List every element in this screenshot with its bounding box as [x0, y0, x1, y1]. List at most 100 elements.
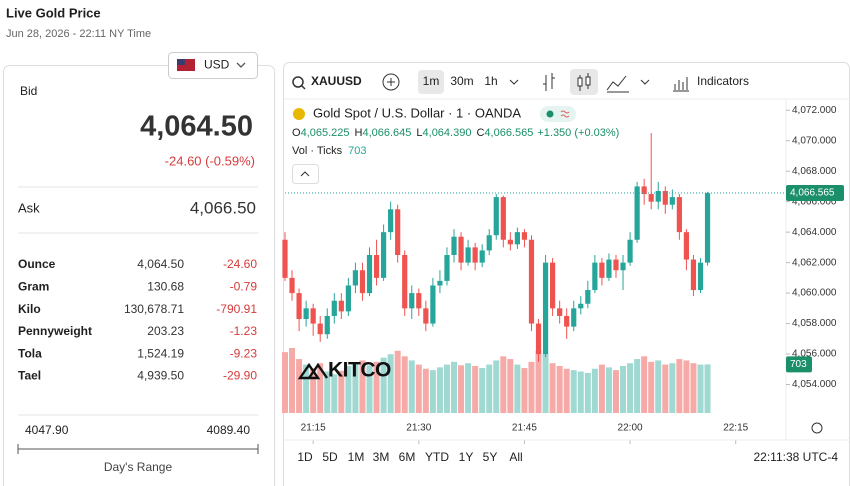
compare-button[interactable]: [382, 73, 400, 91]
candle-body: [542, 262, 549, 355]
volume-bar: [465, 363, 472, 413]
x-tick-label: 22:15: [723, 423, 748, 434]
legend-key: O: [292, 127, 301, 139]
candle-body: [676, 197, 682, 233]
volume-bar: [507, 359, 514, 413]
candle-icon: [585, 76, 591, 86]
candle-body: [289, 277, 295, 294]
x-tick-label: 22:00: [618, 423, 643, 434]
candle-body: [500, 197, 506, 240]
volume-bar: [380, 357, 387, 413]
volume-bar: [634, 359, 641, 413]
range-bar: [17, 444, 259, 454]
watermark-logo: [297, 362, 328, 380]
range-button[interactable]: 1M: [348, 450, 365, 464]
volume-bar: [422, 368, 429, 413]
symbol-icon: [293, 108, 305, 120]
volume-bar: [690, 363, 697, 413]
volume-bar: [472, 365, 479, 413]
volume-bar: [352, 363, 359, 413]
chevron: [300, 171, 310, 177]
volume-bar: [549, 363, 556, 413]
range-low: 4047.90: [25, 423, 69, 437]
candle-icon: [577, 77, 583, 87]
volume-bar: [669, 363, 676, 413]
range-button[interactable]: 6M: [399, 450, 416, 464]
y-tick-label: 4,054.000: [792, 379, 837, 390]
unit-change: -9.23: [230, 346, 258, 360]
status-icon: [560, 110, 570, 118]
interval-button[interactable]: 1h: [484, 74, 497, 88]
range-button[interactable]: 1D: [297, 450, 313, 464]
volume-bar: [704, 364, 711, 413]
unit-change: -0.79: [230, 279, 258, 293]
settings-icon[interactable]: [811, 422, 823, 434]
volume-bar: [451, 361, 458, 413]
volume-bar: [429, 370, 436, 413]
candle-body: [585, 290, 591, 304]
candle-body: [564, 315, 570, 327]
volume-bar: [620, 365, 627, 413]
candle-style-button[interactable]: [570, 69, 598, 95]
volume-bar: [514, 364, 521, 413]
range-button[interactable]: YTD: [425, 450, 449, 464]
volume-bar: [303, 364, 310, 413]
indicators-icon[interactable]: [673, 77, 689, 92]
interval-button[interactable]: 1m: [423, 74, 440, 88]
unit-price: 130.68: [147, 279, 184, 293]
interval-button[interactable]: 30m: [450, 74, 473, 88]
candle-body: [380, 232, 387, 278]
candle-body: [662, 191, 668, 205]
range-button[interactable]: 5Y: [483, 450, 498, 464]
search-icon[interactable]: [292, 76, 304, 88]
volume-bar: [591, 368, 598, 413]
y-tick-label: 4,064.000: [792, 227, 837, 238]
plot: 4,054.000 4,056.000 4,058.000 4,060.000 4,06…: [282, 105, 844, 444]
unit-price: 4,939.50: [137, 369, 184, 383]
x-tick-label: 21:45: [512, 423, 537, 434]
candle-body: [451, 236, 457, 255]
range-button[interactable]: All: [509, 450, 522, 464]
collapse-button[interactable]: [292, 164, 319, 184]
volume-bar: [598, 364, 605, 413]
page-title: Live Gold Price: [6, 5, 101, 20]
plus: [387, 78, 395, 86]
search-icon: [300, 84, 306, 90]
range-button[interactable]: 3M: [373, 450, 390, 464]
chevron[interactable]: [640, 79, 650, 85]
volume-bar: [493, 360, 500, 413]
volume-bar: [486, 364, 493, 413]
candle-body: [521, 232, 528, 240]
volume-bar: [683, 360, 690, 413]
symbol[interactable]: XAUUSD: [311, 74, 362, 88]
volume-bar: [366, 365, 373, 413]
volume-bar: [535, 350, 542, 413]
volume-legend-label: Vol · Ticks: [292, 145, 343, 157]
unit-name: Gram: [18, 279, 49, 293]
unit-change: -1.23: [230, 324, 258, 338]
candle-body: [669, 197, 675, 205]
chevron[interactable]: [509, 79, 519, 85]
volume-bar: [443, 364, 450, 413]
unit-table: Ounce 4,064.50 -24.60 Gram 130.68 -0.79 Kilo 13…: [18, 257, 257, 383]
candle-body: [704, 193, 711, 263]
area-style-icon[interactable]: [606, 75, 629, 93]
candle-body: [310, 308, 316, 324]
range-button[interactable]: 1Y: [459, 450, 474, 464]
candle-body: [599, 262, 605, 278]
bid-change: -24.60 (-0.59%): [165, 153, 255, 168]
legend-key: L: [416, 127, 422, 139]
bar-style-icon[interactable]: [543, 73, 555, 91]
volume-bar: [338, 370, 345, 413]
active-interval: [418, 70, 444, 94]
volume-bar: [612, 370, 619, 413]
range-button[interactable]: 5D: [322, 450, 338, 464]
indicators-button[interactable]: Indicators: [697, 74, 749, 88]
unit-name: Pennyweight: [18, 324, 92, 338]
legend-key: H: [355, 127, 363, 139]
candle-body: [359, 270, 366, 294]
candle-body: [697, 262, 704, 291]
intervals: 1m 30m 1h: [423, 74, 498, 88]
volume-bar: [627, 363, 634, 413]
unit-change: -24.60: [223, 257, 257, 271]
